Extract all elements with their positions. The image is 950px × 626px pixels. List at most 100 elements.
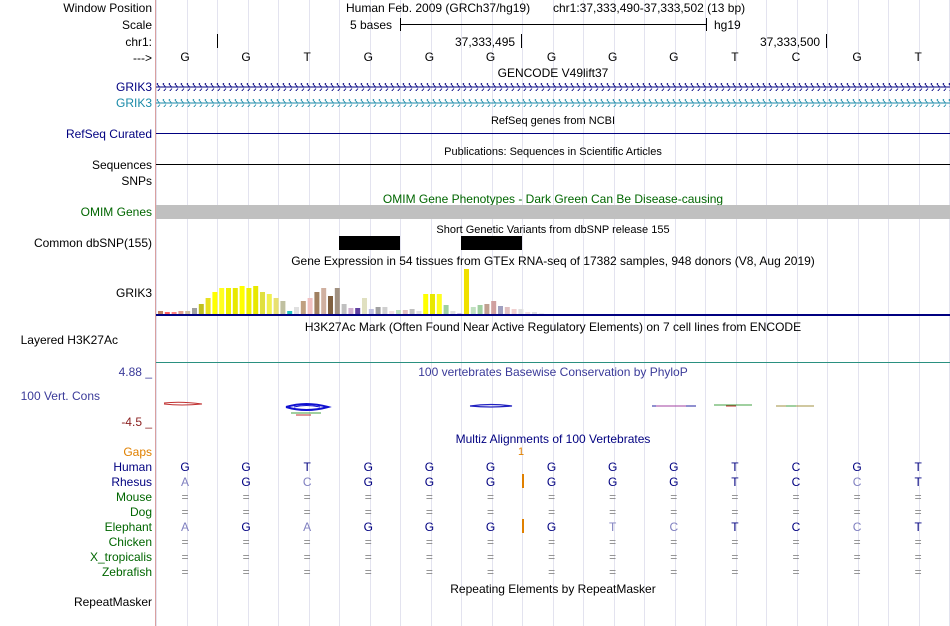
label-layered-h3k27ac[interactable]: Layered H3K27Ac: [20, 333, 118, 347]
h3k27ac-baseline[interactable]: [156, 362, 950, 363]
gtex-tissue-bar[interactable]: [341, 304, 347, 314]
label-refseq-curated[interactable]: RefSeq Curated: [65, 127, 152, 141]
gtex-tissue-bar[interactable]: [253, 286, 259, 314]
aligned-base: G: [546, 460, 557, 474]
dbsnp-variant-2[interactable]: [461, 236, 522, 250]
gtex-tissue-bar[interactable]: [239, 286, 245, 314]
aligned-base: =: [731, 535, 739, 549]
gtex-tissue-bar[interactable]: [511, 309, 517, 314]
gtex-tissue-bar[interactable]: [477, 305, 483, 314]
gtex-tissue-bar[interactable]: [294, 307, 299, 314]
gtex-tissue-bar[interactable]: [164, 312, 170, 314]
aligned-base: =: [486, 505, 494, 519]
dbsnp-variant-1[interactable]: [339, 236, 400, 250]
phylop-track[interactable]: [156, 395, 950, 421]
gtex-tissue-bar[interactable]: [436, 294, 442, 314]
gtex-tissue-bar[interactable]: [273, 298, 279, 314]
gtex-tissue-bar[interactable]: [464, 269, 469, 314]
gtex-tissue-bar[interactable]: [246, 288, 252, 314]
label-gtex-grik3[interactable]: GRIK3: [115, 286, 152, 300]
gtex-tissue-bar[interactable]: [334, 288, 340, 314]
label-sequences[interactable]: Sequences: [91, 158, 152, 172]
label-repeatmasker[interactable]: RepeatMasker: [73, 595, 152, 609]
gtex-tissue-bar[interactable]: [205, 298, 211, 314]
rhesus-insertion-mark: [522, 474, 524, 488]
gtex-tissue-bar[interactable]: [185, 311, 191, 314]
gtex-tissue-bar[interactable]: [450, 311, 456, 314]
gtex-tissue-bar[interactable]: [314, 292, 320, 314]
gtex-tissue-bar[interactable]: [260, 292, 265, 314]
refseq-line[interactable]: [156, 133, 950, 134]
gencode-transcripts[interactable]: [156, 80, 950, 110]
gtex-tissue-bar[interactable]: [171, 312, 177, 314]
species-label[interactable]: Zebrafish: [101, 565, 152, 579]
track-area[interactable]: Human Feb. 2009 (GRCh37/hg19) chr1:37,33…: [156, 0, 950, 626]
ref-base: G: [485, 50, 496, 64]
gtex-tissue-bar[interactable]: [409, 309, 415, 314]
gtex-expression-chart[interactable]: [156, 266, 950, 318]
gtex-tissue-bar[interactable]: [198, 304, 204, 314]
aligned-base: G: [424, 475, 435, 489]
gtex-tissue-bar[interactable]: [525, 312, 531, 314]
gtex-tissue-bar[interactable]: [232, 288, 238, 314]
gtex-tissue-bar[interactable]: [355, 308, 361, 314]
gtex-tissue-bar[interactable]: [416, 311, 422, 314]
gtex-tissue-bar[interactable]: [300, 301, 306, 314]
label-100-vert-cons[interactable]: 100 Vert. Cons: [20, 389, 100, 403]
gtex-tissue-bar[interactable]: [368, 309, 374, 314]
gtex-tissue-bar[interactable]: [158, 311, 163, 314]
aligned-base: =: [853, 535, 861, 549]
species-label[interactable]: Mouse: [115, 490, 152, 504]
aligned-base: =: [914, 550, 922, 564]
aligned-base: =: [486, 550, 494, 564]
label-grik3-gencode[interactable]: GRIK3: [115, 80, 152, 94]
gtex-tissue-bar[interactable]: [192, 308, 197, 314]
gtex-tissue-bar[interactable]: [375, 307, 381, 314]
gtex-tissue-bar[interactable]: [219, 288, 225, 314]
gtex-tissue-bar[interactable]: [266, 294, 272, 314]
gtex-tissue-bar[interactable]: [498, 306, 503, 314]
aligned-base: =: [486, 535, 494, 549]
gtex-tissue-bar[interactable]: [504, 307, 510, 314]
label-grik3-gencode-2[interactable]: GRIK3: [115, 96, 152, 110]
label-omim-genes[interactable]: OMIM Genes: [80, 205, 152, 219]
gtex-tissue-bar[interactable]: [518, 309, 524, 314]
gtex-tissue-bar[interactable]: [423, 294, 429, 314]
omim-gene-bar[interactable]: [156, 205, 950, 219]
gtex-tissue-bar[interactable]: [402, 310, 408, 314]
gtex-tissue-bar[interactable]: [538, 313, 544, 314]
gtex-tissue-bar[interactable]: [178, 311, 184, 314]
gtex-tissue-bar[interactable]: [382, 307, 388, 314]
gtex-tissue-bar[interactable]: [396, 310, 401, 314]
gtex-tissue-bar[interactable]: [212, 292, 218, 314]
pubs-line[interactable]: [156, 164, 950, 165]
species-label[interactable]: Elephant: [104, 520, 152, 534]
species-label[interactable]: X_tropicalis: [89, 550, 152, 564]
gtex-tissue-bar[interactable]: [491, 301, 497, 314]
gtex-tissue-bar[interactable]: [362, 298, 367, 314]
species-label[interactable]: Chicken: [108, 535, 152, 549]
species-label[interactable]: Rhesus: [111, 475, 152, 489]
species-label[interactable]: Human: [113, 460, 152, 474]
gtex-tissue-bar[interactable]: [328, 296, 333, 314]
label-common-dbsnp[interactable]: Common dbSNP(155): [33, 236, 152, 250]
aligned-base: =: [181, 490, 189, 504]
gtex-tissue-bar[interactable]: [287, 311, 293, 314]
label-snps[interactable]: SNPs: [121, 174, 152, 188]
gtex-tissue-bar[interactable]: [532, 312, 537, 314]
grid-line: [797, 0, 798, 626]
gtex-tissue-bar[interactable]: [307, 298, 313, 314]
gtex-tissue-bar[interactable]: [226, 288, 231, 314]
gtex-tissue-bar[interactable]: [389, 311, 395, 314]
gtex-tissue-bar[interactable]: [443, 305, 449, 314]
gtex-tissue-bar[interactable]: [457, 313, 463, 314]
aligned-base: =: [364, 550, 372, 564]
species-label[interactable]: Dog: [129, 505, 152, 519]
gtex-tissue-bar[interactable]: [470, 307, 476, 314]
gtex-tissue-bar[interactable]: [348, 308, 354, 314]
gtex-tissue-bar[interactable]: [430, 294, 435, 314]
gtex-tissue-bar[interactable]: [484, 304, 490, 314]
gtex-tissue-bar[interactable]: [321, 288, 327, 314]
gtex-tissue-bar[interactable]: [280, 301, 286, 314]
aligned-base: G: [852, 460, 862, 474]
